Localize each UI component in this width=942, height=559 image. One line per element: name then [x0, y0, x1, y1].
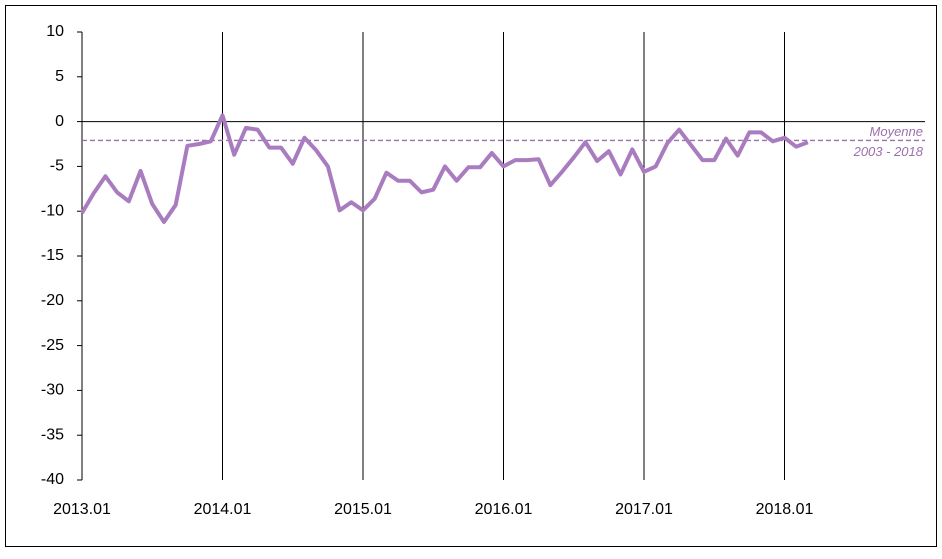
y-tick-label: -5 — [50, 158, 64, 175]
x-tick-label: 2015.01 — [334, 501, 392, 518]
average-label: Moyenne — [870, 124, 923, 139]
y-tick-label: -25 — [41, 337, 64, 354]
chart-frame — [5, 5, 937, 547]
y-tick-label: 10 — [46, 23, 64, 40]
y-tick-label: -40 — [41, 471, 64, 488]
y-tick-label: -20 — [41, 292, 64, 309]
y-tick-label: 0 — [55, 113, 64, 130]
data-line — [80, 113, 809, 224]
x-tick-label: 2014.01 — [194, 501, 252, 518]
y-tick-label: -10 — [41, 202, 64, 219]
average-label: 2003 - 2018 — [853, 144, 924, 159]
x-tick-label: 2016.01 — [475, 501, 533, 518]
x-tick-label: 2018.01 — [756, 501, 814, 518]
x-tick-label: 2013.01 — [53, 501, 111, 518]
x-tick-label: 2017.01 — [615, 501, 673, 518]
y-tick-label: -15 — [41, 247, 64, 264]
y-tick-label: 5 — [55, 68, 64, 85]
y-tick-label: -35 — [41, 426, 64, 443]
y-tick-label: -30 — [41, 382, 64, 399]
